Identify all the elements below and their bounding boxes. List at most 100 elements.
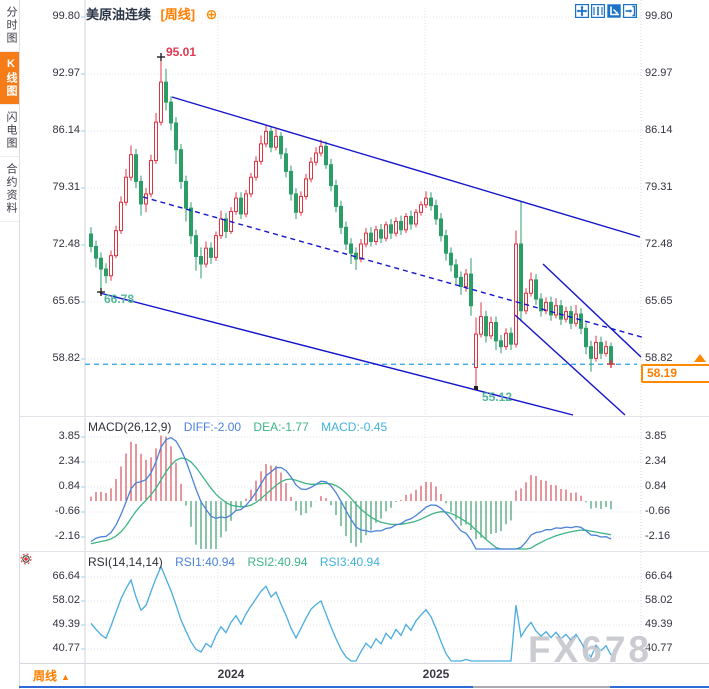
macd-axis-label: -2.16 — [54, 530, 80, 542]
candle-body-up — [474, 333, 478, 369]
rsi-axis-label: 40.77 — [52, 642, 80, 654]
macd-axis-label: -2.16 — [645, 530, 671, 542]
candle-body-down — [284, 153, 288, 172]
sidebar-item-kline-chart[interactable]: K线图 — [0, 52, 19, 105]
price-axis-label: 65.65 — [645, 295, 673, 307]
price-axis-label: 99.80 — [52, 10, 80, 22]
candle-body-down — [539, 298, 543, 312]
rsi-axis-label: 58.02 — [52, 594, 80, 606]
indicator-target-icon[interactable] — [20, 552, 32, 565]
price-axis-label: 86.14 — [645, 124, 673, 136]
candle-body-down — [344, 226, 348, 245]
candle-body-down — [434, 205, 438, 220]
price-axis-label: 79.31 — [645, 181, 673, 193]
price-axis-label: 72.48 — [52, 238, 80, 250]
price-axis-label: 86.14 — [52, 124, 80, 136]
rsi2-value: RSI2:40.94 — [247, 555, 308, 569]
candle-body-down — [499, 340, 503, 348]
candle-body-down — [399, 220, 403, 231]
candle-body-down — [199, 256, 203, 265]
candle-body-down — [104, 268, 108, 277]
channel-trendline — [99, 292, 574, 416]
scrollbar-thumb[interactable] — [473, 686, 610, 688]
candle-body-up — [479, 316, 483, 335]
xaxis-separator — [19, 663, 709, 664]
macd-macd-value: MACD:-0.45 — [321, 420, 388, 434]
candle-body-down — [439, 218, 443, 237]
rsi-axis-label: 66.64 — [645, 570, 673, 582]
axis-scale-active-icon[interactable] — [607, 4, 621, 18]
pane-separator — [19, 416, 709, 417]
candle-body-down — [509, 332, 513, 345]
channel-trendline — [542, 263, 642, 358]
candle-body-up — [144, 193, 148, 205]
macd-axis-label: 2.34 — [58, 455, 80, 467]
candle-body-down — [559, 305, 563, 320]
candle-body-up — [394, 220, 398, 234]
candle-body-down — [549, 301, 553, 316]
candle-body-down — [289, 170, 293, 195]
candle-body-down — [89, 233, 93, 248]
candle-body-up — [319, 145, 323, 154]
candle-body-down — [599, 341, 603, 354]
price-axis-label: 99.80 — [645, 10, 673, 22]
candle-body-up — [419, 204, 423, 213]
candle-body-down — [584, 327, 588, 348]
collapse-panel-icon[interactable] — [623, 4, 637, 18]
footer-interval[interactable]: 周线 ▲ — [33, 667, 70, 684]
candle-body-down — [444, 235, 448, 254]
candle-body-down — [179, 149, 183, 182]
candle-body-down — [94, 246, 98, 259]
chart-toolbar — [575, 4, 637, 18]
candle-body-up — [424, 197, 428, 206]
footer-interval-arrow-icon: ▲ — [61, 672, 70, 682]
candle-body-up — [364, 232, 368, 245]
fit-y-axis-icon[interactable] — [591, 4, 605, 18]
candle-body-down — [339, 205, 343, 228]
price-axis-label: 72.48 — [645, 238, 673, 250]
candle-body-down — [164, 81, 168, 103]
candle-body-down — [454, 264, 458, 278]
rsi3-value: RSI3:40.94 — [319, 555, 380, 569]
candle-body-up — [359, 243, 363, 260]
candle-body-down — [589, 346, 593, 359]
xaxis-year-2024: 2024 — [217, 667, 245, 681]
candle-body-down — [484, 316, 488, 337]
sidebar-item-lightning-chart[interactable]: 闪电图 — [0, 105, 19, 157]
candle-body-up — [314, 152, 318, 163]
candle-body-down — [189, 207, 193, 237]
candle-body-up — [274, 135, 278, 148]
candle-body-down — [174, 122, 178, 151]
candle-body-up — [604, 346, 608, 354]
price-marker-square — [474, 386, 478, 390]
candle-body-up — [309, 161, 313, 180]
crash-low-label: 55.12 — [482, 390, 513, 404]
candle-body-down — [379, 229, 383, 239]
candle-body-down — [429, 197, 433, 207]
sidebar-item-contract-info[interactable]: 合约资料 — [0, 157, 19, 222]
candle-body-down — [349, 243, 353, 254]
rsi-axis-label: 49.39 — [52, 618, 80, 630]
candle-body-up — [464, 273, 468, 288]
candle-body-up — [514, 243, 518, 345]
macd-pane-header: MACD(26,12,9) DIFF:-2.00 DEA:-1.77 MACD:… — [88, 420, 387, 434]
macd-diff-value: DIFF:-2.00 — [183, 420, 242, 434]
candle-body-up — [404, 215, 408, 231]
candle-body-down — [269, 130, 273, 148]
last-price-arrow-icon — [694, 354, 706, 362]
candle-body-down — [519, 243, 523, 312]
candle-body-up — [374, 229, 378, 242]
sidebar: 分时图 K线图 闪电图 合约资料 — [0, 0, 20, 689]
sidebar-item-time-chart[interactable]: 分时图 — [0, 0, 19, 52]
candle-body-down — [99, 257, 103, 270]
scrollbar-track[interactable] — [19, 686, 709, 688]
add-indicator-icon[interactable]: ⊕ — [205, 6, 218, 22]
candle-body-down — [184, 180, 188, 209]
move-chart-icon[interactable] — [575, 4, 589, 18]
candle-body-down — [209, 247, 213, 258]
macd-axis-label: 2.34 — [645, 455, 667, 467]
macd-dea-line — [90, 457, 612, 550]
price-axis-label: 58.82 — [52, 352, 80, 364]
macd-axis-label: 0.84 — [58, 480, 80, 492]
